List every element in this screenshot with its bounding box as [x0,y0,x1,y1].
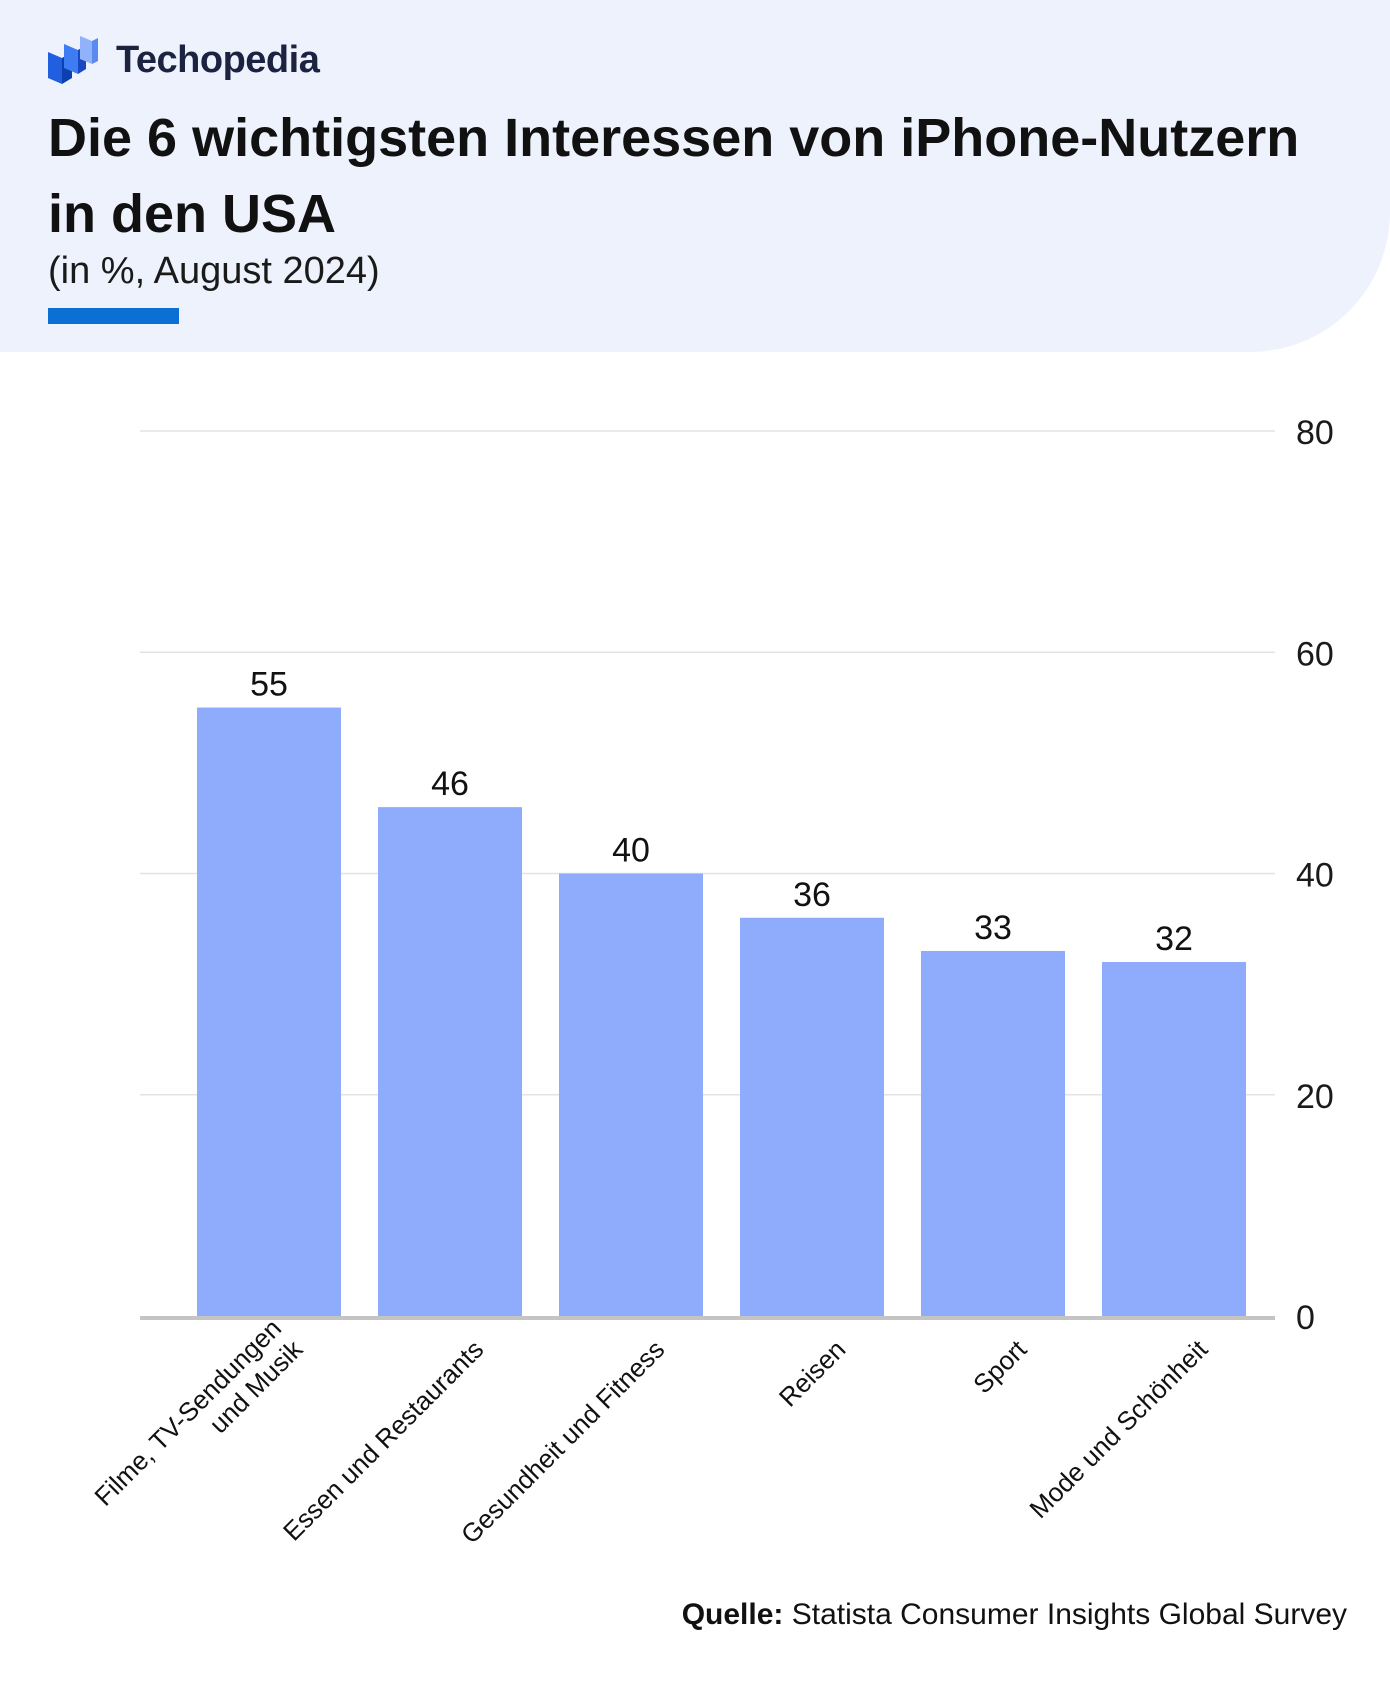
data-label: 32 [1155,920,1193,958]
header-panel: Techopedia Die 6 wichtigsten Interessen … [0,0,1390,352]
x-tick-label: Sport [967,1334,1033,1400]
data-label: 46 [431,765,469,803]
chart-title: Die 6 wichtigsten Interessen von iPhone-… [48,108,1300,244]
data-label: 33 [974,909,1012,947]
x-tick-label: Essen und Restaurants [277,1334,489,1546]
x-tick-label: Gesundheit und Fitness [455,1334,670,1549]
y-tick-label: 40 [1296,857,1334,895]
y-tick-label: 60 [1296,635,1334,673]
x-tick-label-line: Filme, TV-Sendungen [88,1313,287,1512]
bar [1102,962,1246,1316]
bar [559,873,703,1316]
x-tick-label-line: Mode und Schönheit [1023,1334,1213,1524]
x-tick-label-line: Essen und Restaurants [277,1334,489,1546]
data-label: 40 [612,832,650,870]
data-label: 36 [793,876,831,914]
bar [740,917,884,1316]
bar [197,707,341,1316]
x-tick-label-line: Gesundheit und Fitness [455,1334,670,1549]
brand: Techopedia [48,36,320,84]
techopedia-logo-icon [48,36,98,84]
source-note: Quelle: Statista Consumer Insights Globa… [682,1598,1347,1632]
source-text: Statista Consumer Insights Global Survey [791,1598,1347,1631]
y-tick-label: 80 [1296,414,1334,452]
x-tick-label-line: Reisen [773,1334,851,1412]
data-label: 55 [250,666,288,704]
x-tick-label: Mode und Schönheit [1023,1334,1213,1524]
chart-subtitle: (in %, August 2024) [48,250,380,292]
brand-name: Techopedia [116,38,320,81]
y-tick-label: 0 [1296,1299,1315,1337]
x-tick-label: Reisen [773,1334,851,1412]
bar [378,807,522,1316]
x-tick-label-line: Sport [967,1334,1033,1400]
title-accent-bar [48,308,179,324]
bar [921,950,1065,1316]
y-tick-label: 20 [1296,1078,1334,1116]
source-label: Quelle: [681,1598,784,1631]
